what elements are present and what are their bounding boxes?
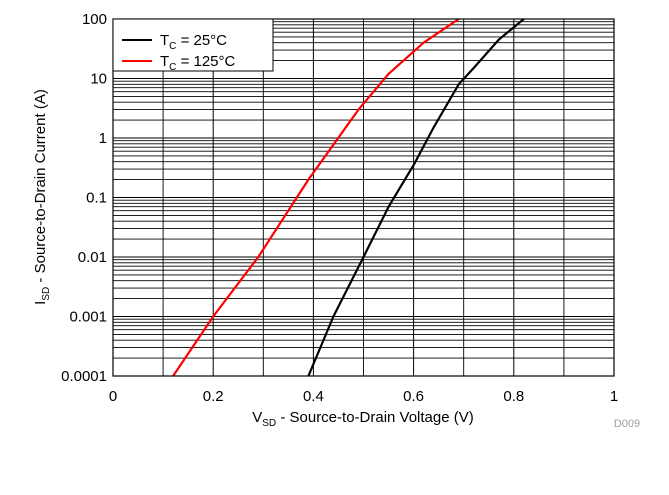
y-axis-label-main: I — [32, 301, 49, 305]
y-tick-label: 0.1 — [86, 190, 107, 207]
legend-label-125c-main: T — [160, 53, 169, 70]
figure-code: D009 — [614, 418, 640, 430]
y-axis-label-rest: - Source-to-Drain Current (A) — [32, 89, 49, 287]
legend-label-125c-rest: = 125°C — [176, 53, 235, 70]
x-axis-label-main: V — [252, 409, 262, 426]
legend-label-125c: TC = 125°C — [160, 53, 236, 73]
x-axis-label: VSD - Source-to-Drain Voltage (V) — [252, 409, 474, 429]
y-axis-label-sub: SD — [41, 287, 52, 301]
x-tick-label: 0.8 — [503, 388, 524, 405]
legend-label-25c: TC = 25°C — [160, 32, 227, 52]
legend-label-125c-sub: C — [169, 62, 176, 73]
x-tick-label: 0.2 — [203, 388, 224, 405]
legend-box — [112, 18, 274, 72]
legend-label-25c-sub: C — [169, 41, 176, 52]
x-tick-label: 0.6 — [403, 388, 424, 405]
x-axis-label-sub: SD — [262, 418, 276, 429]
y-tick-labels: 0.0001 0.001 0.01 0.1 1 10 100 — [61, 11, 107, 385]
y-tick-label: 10 — [90, 71, 107, 88]
legend: TC = 25°C TC = 125°C — [112, 18, 274, 73]
x-tick-label: 1 — [610, 388, 618, 405]
x-tick-label: 0 — [109, 388, 117, 405]
y-tick-label: 100 — [82, 11, 107, 28]
series-line-125c — [172, 18, 460, 377]
y-tick-label: 0.01 — [78, 249, 107, 266]
series-line-25c — [307, 18, 525, 377]
legend-label-25c-main: T — [160, 32, 169, 49]
legend-label-25c-rest: = 25°C — [176, 32, 227, 49]
y-axis-label: ISD - Source-to-Drain Current (A) — [32, 89, 52, 305]
x-tick-labels: 0 0.2 0.4 0.6 0.8 1 — [109, 388, 618, 405]
grid — [112, 19, 615, 377]
series-layer — [172, 18, 525, 377]
y-tick-label: 0.0001 — [61, 368, 107, 385]
plot-frame — [112, 18, 615, 377]
x-axis-label-rest: - Source-to-Drain Voltage (V) — [276, 409, 474, 426]
y-tick-label: 1 — [99, 130, 107, 147]
y-tick-label: 0.001 — [69, 309, 107, 326]
x-tick-label: 0.4 — [303, 388, 324, 405]
